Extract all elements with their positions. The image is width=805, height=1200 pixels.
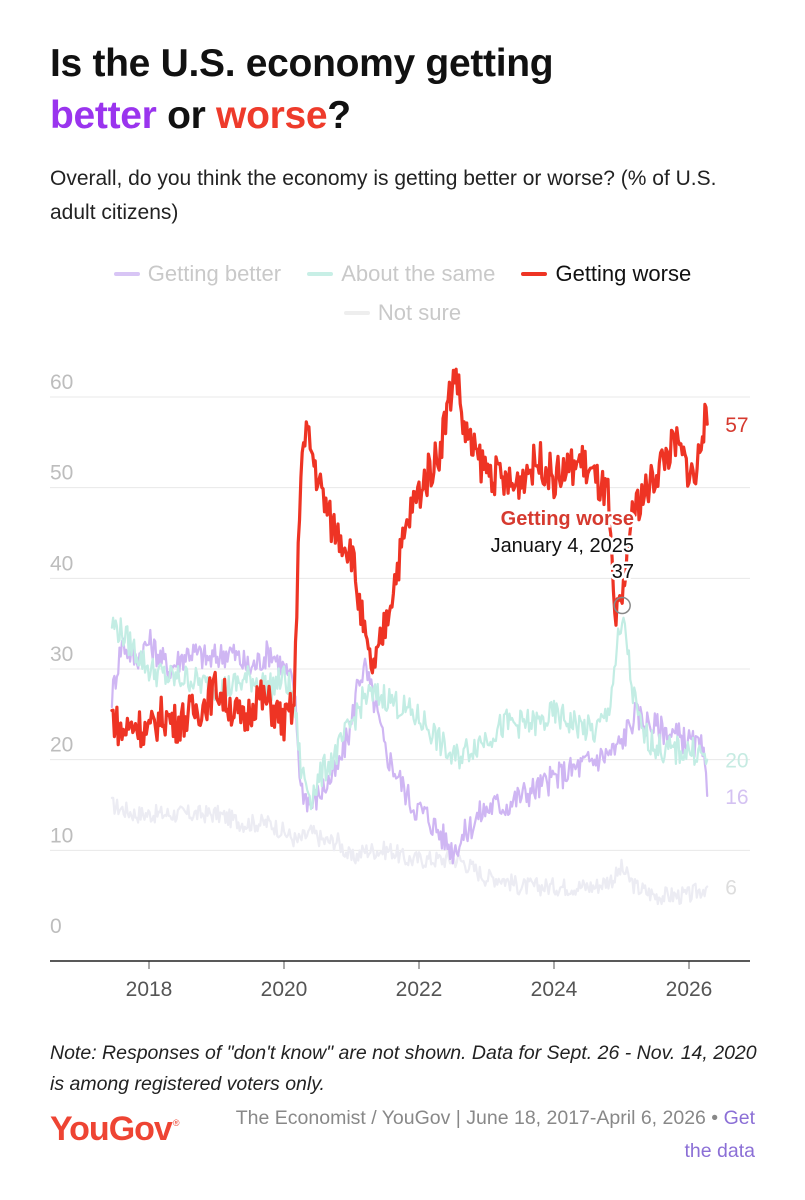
get-the-data-link[interactable]: Get the data bbox=[684, 1107, 755, 1162]
title-better-word: better bbox=[50, 94, 157, 137]
end-label-not-sure: 6 bbox=[725, 877, 737, 900]
y-tick-label-60: 60 bbox=[50, 371, 73, 394]
logo-text: YouGov bbox=[50, 1110, 173, 1148]
title-or-word: or bbox=[156, 94, 217, 137]
legend-label-not-sure: Not sure bbox=[377, 300, 462, 325]
title-worse-word: worse bbox=[216, 94, 328, 137]
x-tick-label-2018: 2018 bbox=[126, 978, 173, 1001]
footnote: Note: Responses of "don't know" are not … bbox=[50, 1042, 757, 1095]
annotation-series-label: Getting worse bbox=[501, 508, 634, 530]
x-tick-label-2020: 2020 bbox=[261, 978, 308, 1001]
registered-mark: ® bbox=[172, 1118, 180, 1128]
annotation: Getting worse January 4, 2025 37 bbox=[488, 506, 637, 615]
legend-swatch-about-the-same bbox=[307, 272, 334, 276]
yougov-logo[interactable]: YouGov® bbox=[50, 1110, 180, 1149]
y-tick-label-20: 20 bbox=[50, 734, 73, 757]
legend-item-about-the-same[interactable]: About the same bbox=[307, 257, 495, 291]
end-label-about-the-same: 20 bbox=[725, 750, 748, 773]
source-credit: The Economist / YouGov | June 18, 2017-A… bbox=[235, 1102, 755, 1168]
legend-swatch-not-sure bbox=[343, 311, 370, 315]
chart-subtitle: Overall, do you think the economy is get… bbox=[50, 167, 717, 224]
chart-legend: Getting better About the same Getting wo… bbox=[40, 252, 765, 330]
source-text: The Economist / YouGov | June 18, 2017-A… bbox=[235, 1107, 706, 1129]
series-line-not-sure bbox=[110, 796, 709, 906]
end-label-getting-better: 16 bbox=[725, 786, 748, 809]
y-tick-label-50: 50 bbox=[50, 462, 73, 485]
title-line-2: better or worse? bbox=[50, 90, 770, 142]
title-question-mark: ? bbox=[327, 94, 351, 137]
x-tick-label-2022: 2022 bbox=[396, 978, 443, 1001]
annotation-date: January 4, 2025 bbox=[491, 535, 634, 557]
legend-row-2: Not sure bbox=[40, 291, 765, 330]
x-axis-ticks: 2018 2020 2022 2024 2026 bbox=[126, 961, 713, 1001]
x-tick-label-2024: 2024 bbox=[531, 978, 578, 1001]
title-line-1: Is the U.S. economy getting bbox=[50, 42, 554, 85]
legend-label-about-the-same: About the same bbox=[341, 261, 496, 286]
legend-label-getting-better: Getting better bbox=[147, 261, 282, 286]
legend-row-1: Getting better About the same Getting wo… bbox=[40, 252, 765, 291]
series-end-labels: 6 16 20 57 bbox=[725, 414, 748, 899]
y-tick-label-30: 30 bbox=[50, 643, 73, 666]
legend-label-getting-worse: Getting worse bbox=[555, 261, 692, 286]
series-line-getting-worse bbox=[110, 367, 709, 749]
legend-swatch-getting-worse bbox=[521, 272, 548, 276]
series-line-getting-better bbox=[110, 628, 709, 865]
y-axis-ticks: 0 10 20 30 40 50 60 bbox=[50, 371, 73, 938]
y-tick-label-0: 0 bbox=[50, 915, 62, 938]
end-label-getting-worse: 57 bbox=[725, 414, 748, 437]
legend-item-getting-better[interactable]: Getting better bbox=[113, 257, 282, 291]
chart-title: Is the U.S. economy getting better or wo… bbox=[50, 38, 770, 142]
source-separator: • bbox=[705, 1107, 724, 1129]
legend-item-not-sure[interactable]: Not sure bbox=[343, 296, 462, 330]
legend-swatch-getting-better bbox=[113, 272, 140, 276]
y-tick-label-40: 40 bbox=[50, 552, 73, 575]
annotation-marker bbox=[613, 596, 631, 615]
x-tick-label-2026: 2026 bbox=[666, 978, 713, 1001]
annotation-value: 37 bbox=[612, 561, 634, 583]
line-chart: 0 10 20 30 40 50 60 2018 2020 2022 2024 2026 6 16 20… bbox=[50, 367, 750, 1001]
legend-item-getting-worse[interactable]: Getting worse bbox=[521, 257, 691, 291]
series-lines bbox=[110, 367, 709, 906]
y-tick-label-10: 10 bbox=[50, 824, 73, 847]
